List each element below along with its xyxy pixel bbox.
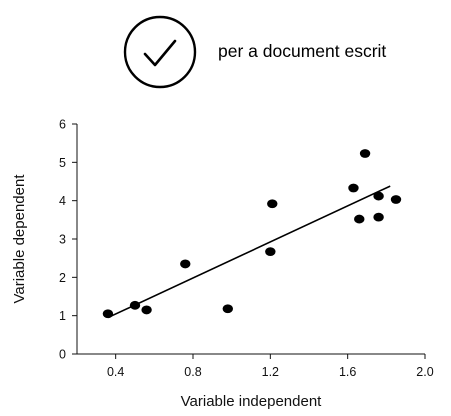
y-tick-label: 0: [59, 348, 66, 362]
chart-axes: [76, 124, 425, 355]
data-point: [180, 259, 191, 269]
data-point: [265, 247, 276, 257]
x-tick-label: 1.6: [339, 365, 356, 379]
x-tick-label: 1.2: [262, 365, 279, 379]
y-axis-ticks: 0 1 2 3 4 5 6: [59, 118, 77, 362]
data-point: [354, 214, 365, 224]
x-tick-label: 2.0: [416, 365, 433, 379]
x-tick-label: 0.8: [184, 365, 201, 379]
y-axis-title: Variable dependent: [11, 174, 28, 304]
y-tick-label: 2: [59, 271, 66, 285]
y-tick-label: 1: [59, 309, 66, 323]
y-tick-label: 3: [59, 233, 66, 247]
data-point: [129, 300, 141, 310]
data-point: [348, 183, 359, 193]
data-points: [102, 149, 402, 319]
data-point: [267, 199, 278, 209]
x-tick-label: 0.4: [107, 365, 124, 379]
check-circle-icon: [122, 14, 198, 90]
data-point: [141, 305, 152, 315]
x-axis-title: Variable independent: [181, 393, 323, 410]
header: per a document escrit: [0, 0, 451, 90]
y-tick-label: 5: [59, 156, 66, 170]
trendline-layer: [107, 185, 391, 319]
data-point: [373, 212, 384, 222]
trendline: [107, 185, 391, 319]
x-axis-ticks: 0.4 0.8 1.2 1.6 2.0: [107, 354, 434, 379]
data-point: [373, 191, 384, 201]
data-point: [359, 149, 371, 158]
data-point: [102, 309, 114, 319]
data-point: [222, 304, 233, 314]
y-tick-label: 6: [59, 118, 66, 132]
header-text: per a document escrit: [218, 41, 387, 61]
y-tick-label: 4: [59, 194, 66, 208]
data-point: [390, 195, 402, 204]
